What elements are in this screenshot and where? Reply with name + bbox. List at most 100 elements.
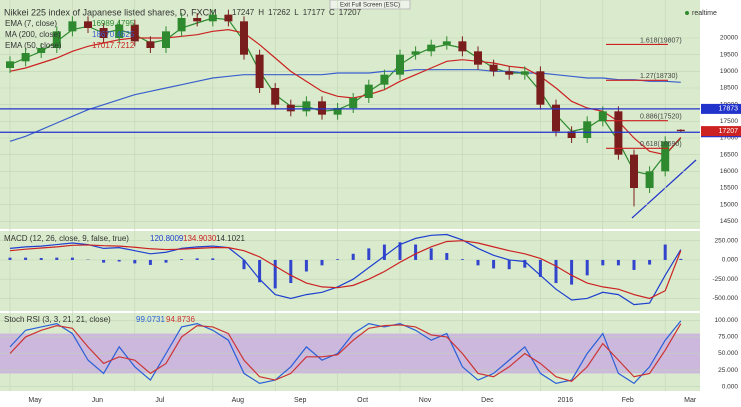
- candle-body: [661, 141, 670, 172]
- macd-hist: [320, 259, 324, 266]
- candle-body: [193, 18, 202, 22]
- macd-hist: [601, 259, 605, 266]
- candle-body: [349, 98, 358, 108]
- macd-hist: [648, 259, 652, 265]
- macd-pane: [0, 231, 700, 311]
- realtime-dot: [685, 11, 689, 15]
- quote: 17247: [232, 8, 255, 17]
- y-tick-label: 17000: [720, 135, 738, 142]
- y-tick-label: 25.000: [718, 367, 738, 374]
- candle-body: [489, 64, 498, 72]
- candle-body: [146, 41, 155, 48]
- x-tick-label: Sep: [294, 397, 307, 404]
- y-tick-label: 100.000: [715, 317, 739, 324]
- x-tick-label: Mar: [684, 397, 697, 404]
- candle-body: [37, 48, 46, 53]
- macd-hist: [336, 259, 340, 260]
- chart-title: Nikkei 225 index of Japanese listed shar…: [4, 7, 217, 17]
- ma-line: [9, 69, 681, 142]
- y-tick-label: 15500: [720, 185, 738, 192]
- macd-hist: [523, 259, 527, 268]
- candle-body: [474, 51, 482, 65]
- quote: L: [294, 8, 299, 17]
- candle-body: [614, 111, 623, 155]
- fib-label: 0.886(17520): [640, 114, 682, 121]
- signal-line: [9, 240, 682, 300]
- trend-line: [631, 159, 697, 219]
- x-tick-label: Nov: [419, 397, 432, 404]
- y-tick-label: 0.000: [722, 257, 739, 264]
- exit-fullscreen[interactable]: [329, 0, 411, 10]
- price-tag: [701, 126, 741, 137]
- legend-name: EMA (7, close): [5, 19, 57, 28]
- y-tick-label: 20000: [720, 35, 738, 42]
- candle-body: [302, 101, 311, 112]
- quote: 17177: [303, 8, 326, 17]
- candle-body: [505, 71, 514, 75]
- macd-hist: [492, 259, 496, 269]
- fib-label: 1.27(18730): [640, 73, 678, 80]
- macd-hist: [70, 257, 74, 260]
- quote: C: [329, 8, 335, 17]
- macd-hist: [39, 258, 43, 260]
- y-tick-label: 16500: [720, 151, 738, 158]
- x-tick-label: Jul: [155, 397, 164, 404]
- candle-body: [162, 31, 170, 48]
- macd-hist: [351, 253, 355, 260]
- candle-body: [52, 31, 61, 48]
- legend-value: 16989.4795: [92, 19, 135, 28]
- x-tick-label: 2016: [558, 397, 574, 404]
- x-tick-label: May: [28, 397, 42, 404]
- candle-body: [380, 74, 389, 85]
- stoch-d: [9, 323, 682, 383]
- legend-name: MA (200, close): [5, 30, 61, 39]
- candle-body: [520, 71, 529, 75]
- x-tick-label: Aug: [232, 397, 245, 404]
- exit-text[interactable]: Exit Full Screen (ESC): [340, 3, 400, 9]
- ma-line: [9, 29, 682, 156]
- macd-hist: [679, 258, 683, 260]
- macd-hist: [133, 259, 137, 264]
- candle-body: [536, 71, 545, 105]
- candle-body: [271, 88, 280, 105]
- macd-hist: [273, 259, 277, 289]
- macd-hist: [211, 258, 215, 260]
- realtime: realtime: [692, 10, 717, 17]
- macd-hist: [242, 259, 246, 270]
- candle-body: [458, 41, 467, 52]
- macd-hist: [8, 257, 12, 260]
- macd-hist: [414, 244, 418, 260]
- price-tag: [701, 103, 741, 114]
- candle-body: [255, 54, 264, 88]
- macd-hist: [445, 253, 449, 260]
- x-tick-label: Dec: [481, 397, 494, 404]
- y-tick-label: 250.000: [715, 237, 739, 244]
- y-tick-label: 17500: [720, 118, 738, 125]
- y-tick-label: 14500: [720, 218, 738, 225]
- macd-hist: [180, 259, 184, 260]
- candle-body: [567, 131, 576, 138]
- y-tick-label: 15000: [720, 201, 738, 208]
- macd-hist: [476, 259, 480, 266]
- candle-body: [396, 54, 404, 75]
- x-tick-label: Feb: [622, 397, 634, 404]
- candle-body: [318, 101, 326, 115]
- macd-hist: [616, 259, 620, 266]
- macd-hist: [585, 259, 589, 276]
- candle-body: [427, 44, 436, 52]
- stoch-value: 94.8736: [166, 315, 195, 324]
- y-tick-label: 50.000: [718, 350, 738, 357]
- candle-body: [68, 21, 77, 32]
- macd-hist: [554, 259, 558, 284]
- candle-body: [115, 24, 124, 38]
- legend-value: 17017.7212: [92, 41, 135, 50]
- quote: H: [258, 8, 264, 17]
- macd-hist: [24, 257, 28, 260]
- macd-hist: [304, 259, 308, 272]
- legend-name: EMA (50, close): [5, 41, 62, 50]
- candle-body: [552, 104, 560, 132]
- y-tick-label: 18500: [720, 85, 738, 92]
- y-tick-label: 19000: [720, 68, 738, 75]
- candle-body: [364, 84, 373, 98]
